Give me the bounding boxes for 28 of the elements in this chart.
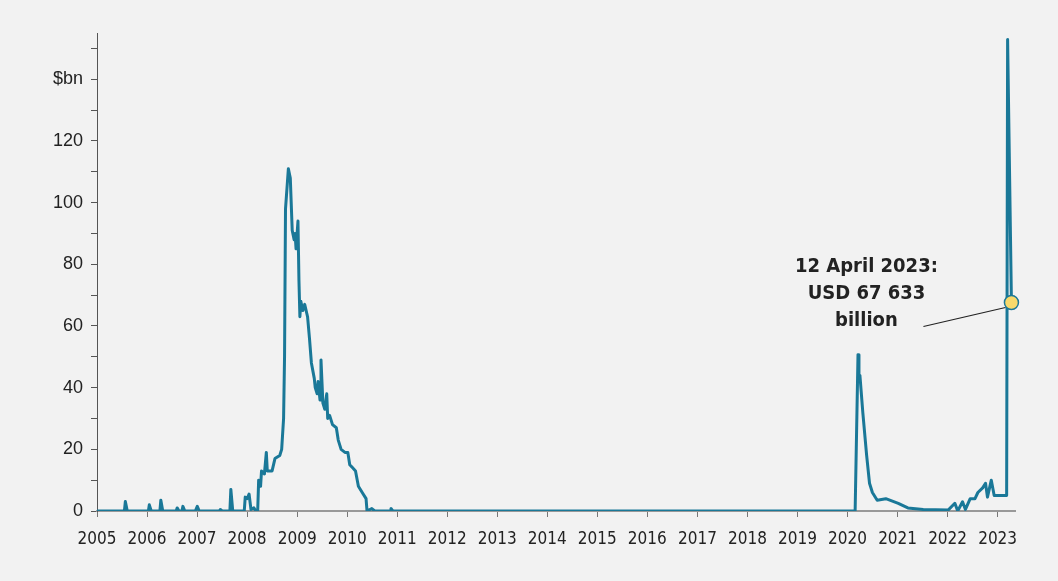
x-tick-label: 2011 [377,527,417,548]
x-tick-label: 2010 [327,527,367,548]
x-tick-label: 2014 [527,527,567,548]
y-tick-label: 100 [52,191,83,212]
x-tick-label: 2007 [177,527,217,548]
x-tick-label: 2019 [777,527,817,548]
x-tick-label: 2005 [77,527,117,548]
y-tick-label: 120 [52,129,83,150]
x-tick-label: 2020 [827,527,867,548]
y-tick-label: $bn [52,68,83,89]
x-tick-label: 2015 [577,527,617,548]
y-tick-label: 60 [62,314,83,335]
x-tick-label: 2006 [127,527,167,548]
x-tick-label: 2012 [427,527,467,548]
x-tick-label: 2023 [978,527,1018,548]
y-tick-label: 80 [62,253,83,274]
x-tick-label: 2017 [677,527,717,548]
y-tick-label: 0 [72,499,83,520]
x-tick-label: 2021 [878,527,918,548]
x-tick-label: 2013 [477,527,517,548]
x-tick-label: 2009 [277,527,317,548]
x-tick-label: 2018 [727,527,767,548]
x-tick-label: 2016 [627,527,667,548]
x-tick-label: 2008 [227,527,267,548]
x-tick-label: 2022 [928,527,968,548]
annotation: 12 April 2023: USD 67 633 billion [795,252,938,331]
y-tick-label: 40 [62,376,83,397]
y-tick-label: 20 [62,438,83,459]
